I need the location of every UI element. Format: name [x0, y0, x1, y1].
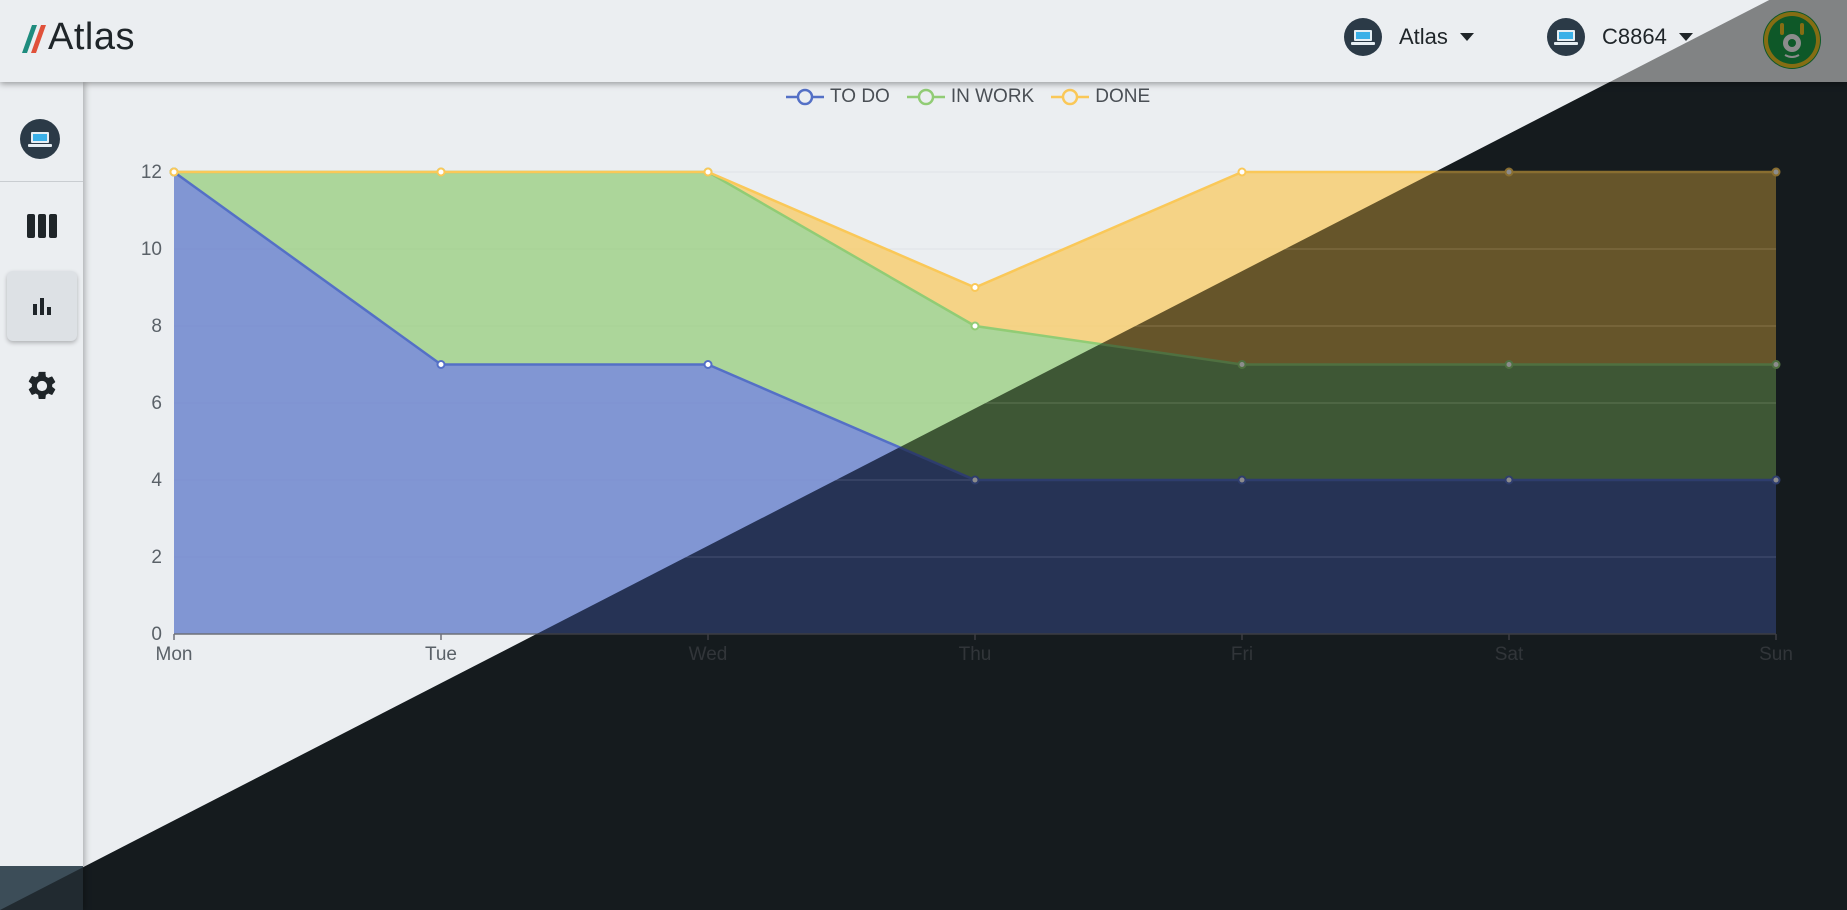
sidebar	[0, 82, 83, 910]
x-tick-label: Thu	[959, 644, 992, 665]
y-tick-label: 2	[151, 547, 162, 568]
workspace-selector[interactable]: Atlas	[1344, 17, 1474, 57]
logo-text: Atlas	[48, 16, 135, 58]
data-point	[970, 283, 980, 292]
x-tick-label: Sun	[1759, 644, 1793, 665]
sidebar-item-board[interactable]	[7, 191, 77, 261]
chevron-down-icon	[1459, 33, 1474, 41]
sidebar-item-charts[interactable]	[7, 271, 77, 341]
data-point	[970, 475, 980, 485]
legend-label-done: DONE	[1095, 86, 1151, 107]
data-point	[1237, 167, 1247, 177]
device-label: C8864	[1602, 24, 1667, 49]
gear-icon	[28, 371, 56, 400]
area-2	[174, 172, 1776, 365]
legend-marker-icon	[1051, 88, 1090, 106]
sidebar-footer	[0, 866, 83, 910]
logo-mark-icon	[22, 25, 46, 53]
workspace-label: Atlas	[1399, 24, 1448, 49]
legend-item-done[interactable]: DONE	[1051, 86, 1150, 108]
legend-label-in-work: IN WORK	[950, 86, 1035, 107]
data-point	[1771, 167, 1781, 177]
y-tick-label: 0	[151, 624, 162, 645]
chevron-down-icon	[1678, 33, 1693, 41]
x-tick-label: Sat	[1495, 644, 1524, 665]
y-tick-label: 4	[151, 470, 162, 491]
data-point	[1504, 167, 1514, 177]
y-tick-label: 10	[141, 239, 162, 260]
x-tick-label: Mon	[156, 644, 193, 665]
sidebar-item-settings[interactable]	[7, 351, 77, 421]
data-point	[1237, 475, 1247, 485]
chart-legend: TO DO IN WORK DONE	[786, 86, 1167, 108]
data-point	[970, 321, 980, 331]
data-point	[703, 360, 713, 369]
user-avatar[interactable]	[1763, 11, 1821, 69]
x-tick-label: Wed	[689, 644, 728, 665]
laptop-icon	[1344, 18, 1382, 56]
data-point	[169, 167, 179, 177]
data-point	[1504, 360, 1514, 369]
x-tick-label: Fri	[1231, 644, 1253, 665]
laptop-icon	[1547, 18, 1585, 56]
data-point	[1237, 360, 1247, 369]
y-tick-label: 12	[141, 162, 162, 183]
columns-icon	[27, 214, 57, 238]
bar-chart-icon	[33, 298, 51, 315]
legend-item-todo[interactable]: TO DO	[786, 86, 890, 108]
sidebar-divider	[0, 181, 83, 182]
alien-avatar-icon	[1764, 12, 1820, 68]
data-point	[436, 360, 446, 369]
device-selector[interactable]: C8864	[1547, 17, 1693, 57]
sidebar-item-project[interactable]	[20, 119, 60, 159]
legend-label-todo: TO DO	[830, 86, 890, 107]
app-logo[interactable]: Atlas	[20, 14, 135, 60]
y-tick-label: 8	[151, 316, 162, 337]
legend-marker-icon	[786, 88, 824, 106]
data-point	[1771, 360, 1781, 369]
legend-item-in-work[interactable]: IN WORK	[906, 86, 1035, 108]
data-point	[1504, 475, 1514, 485]
data-point	[436, 167, 446, 177]
laptop-icon	[28, 132, 52, 147]
data-point	[1771, 475, 1781, 485]
x-tick-label: Tue	[425, 644, 457, 665]
area-0	[174, 172, 1776, 634]
legend-marker-icon	[906, 88, 945, 106]
top-bar: Atlas Atlas C8864	[0, 0, 1847, 82]
y-tick-label: 6	[151, 393, 162, 414]
data-point	[703, 167, 713, 177]
